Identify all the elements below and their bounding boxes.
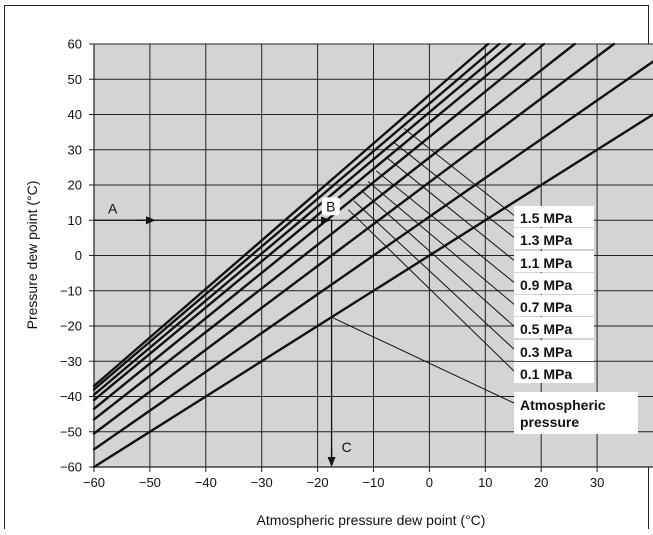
series-label-bg (514, 273, 594, 294)
x-axis-title: Atmospheric pressure dew point (°C) (257, 512, 486, 528)
series-line (92, 42, 526, 402)
point-label-b: B (326, 198, 335, 214)
series-label: 0.1 MPa (520, 366, 572, 382)
x-tick-label: −20 (307, 475, 329, 490)
series-label: 1.5 MPa (520, 210, 572, 226)
series-label-leader (367, 181, 517, 307)
series-label: 0.7 MPa (520, 299, 572, 315)
x-tick-label: −60 (83, 475, 105, 490)
series-line (92, 42, 546, 411)
series-label-bg (514, 295, 594, 316)
series-label: 0.9 MPa (520, 277, 572, 293)
series-label-leader (375, 170, 517, 285)
series-line (92, 42, 576, 421)
series-line (92, 60, 653, 451)
series-labels: A B C 1.5 MPa 1.3 MPa 1.1 MPa 0.9 MPa 0.7 MPa 0.… (108, 128, 638, 455)
point-label-c: C (342, 439, 352, 455)
series-label: 0.5 MPa (520, 321, 572, 337)
series-label: 1.3 MPa (520, 232, 572, 248)
series-label-leader (353, 200, 517, 352)
series-label-leader (360, 189, 517, 329)
series-label-line: Atmospheric (520, 397, 606, 413)
x-tick-label: 30 (590, 475, 604, 490)
y-tick-label: 50 (68, 72, 82, 87)
y-tick-label: 40 (68, 107, 82, 122)
series-label-atmospheric: Atmospheric pressure (520, 397, 606, 430)
reading-guides (94, 216, 336, 467)
series-label-leader (385, 156, 517, 263)
point-label-a: A (108, 200, 118, 216)
x-tick-label: −30 (251, 475, 273, 490)
y-tick-label: 30 (68, 142, 82, 157)
series-line (92, 42, 490, 388)
series-line (92, 113, 653, 469)
point-label-b-bg (321, 197, 340, 216)
x-tick-label: 20 (534, 475, 548, 490)
x-tick-label: −40 (195, 475, 217, 490)
series-label-bg (514, 317, 594, 338)
series-label-bg (514, 362, 594, 383)
y-tick-label: −10 (60, 283, 82, 298)
y-axis-title: Pressure dew point (°C) (24, 181, 40, 330)
series-label-leader (393, 142, 517, 240)
series-label-bg (514, 206, 594, 227)
series-line (92, 42, 616, 435)
y-tick-label: 60 (68, 37, 82, 52)
series-lines (92, 42, 653, 469)
y-tick-label: −50 (60, 424, 82, 439)
y-tick-label: −60 (60, 460, 82, 475)
y-tick-label: −40 (60, 389, 82, 404)
series-label-bg (514, 228, 594, 249)
x-tick-label: 0 (426, 475, 433, 490)
y-tick-label: 0 (75, 248, 82, 263)
y-tick-label: −20 (60, 319, 82, 334)
y-tick-label: −30 (60, 354, 82, 369)
series-label: 1.1 MPa (520, 255, 572, 271)
series-label-bg (514, 392, 638, 434)
x-tick-label: −10 (362, 475, 384, 490)
series-label-leader (347, 209, 517, 374)
series-label-bg (514, 251, 594, 272)
y-tick-label: 10 (68, 213, 82, 228)
y-tick-label: 20 (68, 178, 82, 193)
series-label-bg (514, 340, 594, 361)
series-line (92, 42, 512, 396)
x-tick-label: −50 (139, 475, 161, 490)
series-label-leader (403, 128, 517, 218)
series-label-leader (331, 316, 517, 405)
tick-labels: −60 −50 −40 −30 −20 −10 0 10 20 30 −60 −50 −40 −30 −20… (60, 37, 604, 491)
series-line (92, 42, 501, 391)
series-label-line: pressure (520, 414, 579, 430)
x-tick-label: 10 (478, 475, 492, 490)
series-label: 0.3 MPa (520, 344, 572, 360)
